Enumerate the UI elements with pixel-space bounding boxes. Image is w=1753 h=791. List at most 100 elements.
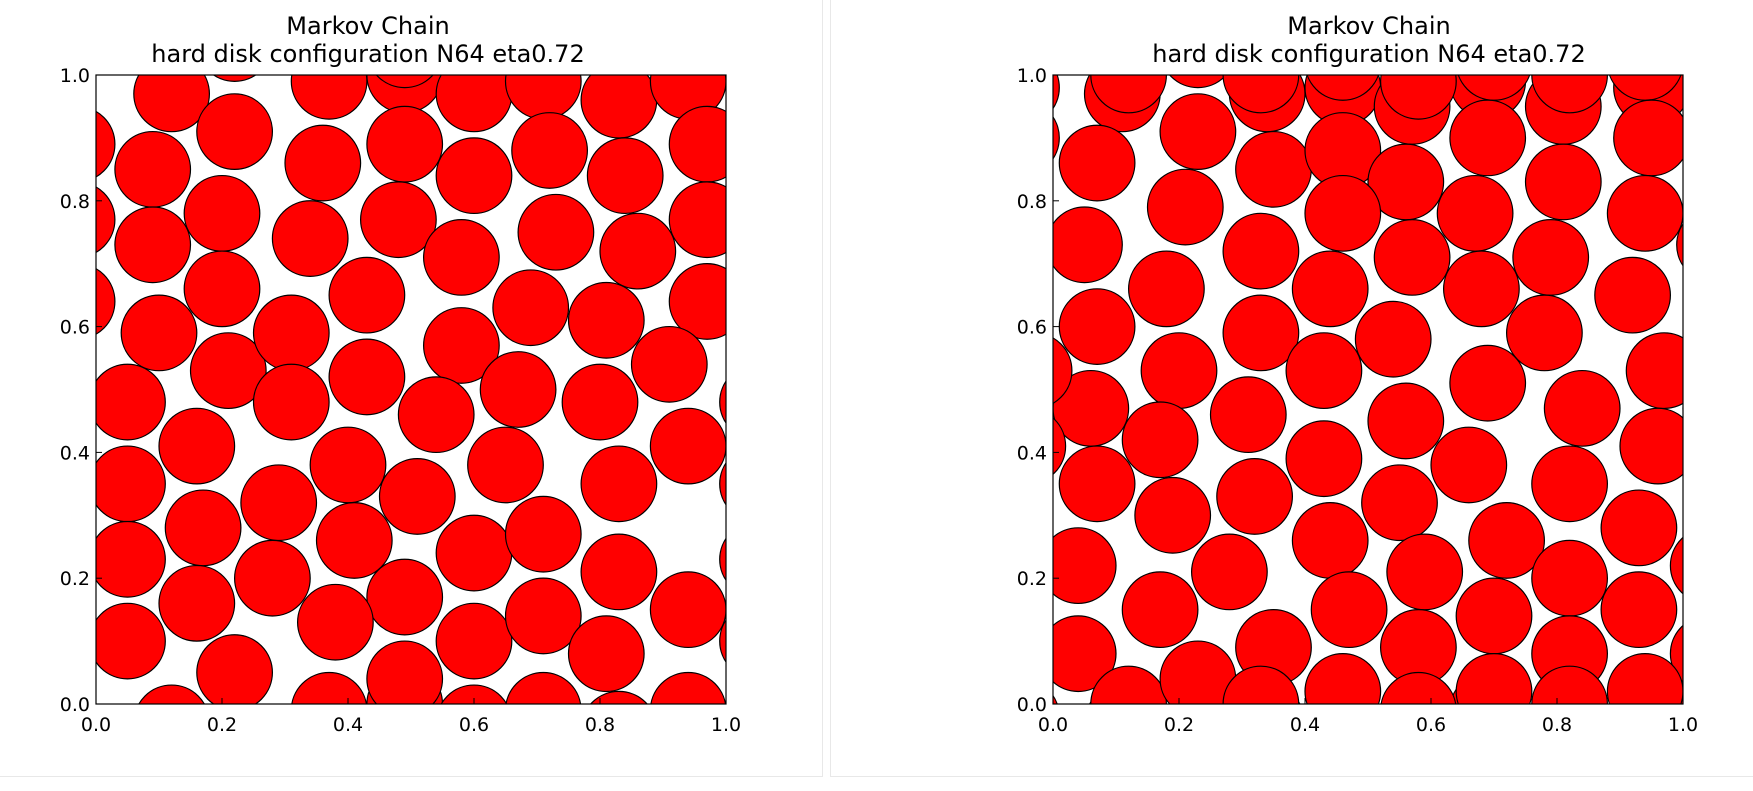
x-tick-label: 0.8 — [1542, 714, 1572, 736]
disk-point — [96, 363, 166, 441]
chart-left: Markov Chain hard disk configuration N64… — [60, 12, 741, 736]
disk-point — [1090, 665, 1167, 704]
disk-point — [1354, 300, 1432, 378]
disk-point — [719, 537, 726, 582]
disk-point — [467, 426, 544, 504]
disk-point — [630, 325, 708, 403]
disk-point — [96, 602, 166, 680]
disk-point — [1285, 332, 1363, 410]
disk-point — [1134, 476, 1212, 554]
chart-panel-left: Markov Chain hard disk configuration N64… — [0, 0, 823, 777]
disk-point — [1306, 75, 1380, 101]
disk-point — [252, 294, 330, 372]
disk-point — [1191, 533, 1268, 611]
plot-frame — [95, 74, 727, 705]
disk-point — [328, 338, 406, 416]
y-tick-label: 0.8 — [60, 191, 90, 213]
disk-point — [1058, 124, 1136, 202]
disk-point — [1222, 665, 1300, 704]
disk-point — [567, 615, 645, 693]
disk-point — [1600, 489, 1678, 567]
disk-point — [586, 137, 664, 215]
disk-point — [435, 514, 513, 592]
disk-point — [1594, 256, 1671, 334]
disk-point — [580, 533, 658, 611]
disk-point — [668, 181, 726, 259]
disk-point — [1053, 75, 1060, 110]
y-tick-label: 0.6 — [1017, 317, 1047, 339]
chart-subtitle: hard disk configuration N64 eta0.72 — [1152, 40, 1585, 68]
x-tick-label: 0.8 — [585, 714, 615, 736]
y-tick-label: 0.2 — [1017, 568, 1047, 590]
disk-point — [479, 351, 557, 428]
y-tick-label: 0.6 — [60, 317, 90, 339]
disk-point — [133, 75, 210, 133]
disk-point — [1121, 401, 1199, 479]
x-tick-label: 1.0 — [711, 714, 741, 736]
disk-point — [1386, 533, 1464, 611]
disk-point — [366, 105, 444, 183]
disk-point — [1449, 99, 1527, 177]
disk-point — [114, 130, 192, 208]
disk-point — [183, 174, 261, 252]
disk-point — [96, 520, 166, 598]
disk-point — [1606, 174, 1683, 252]
disk-point — [1430, 426, 1508, 504]
disk-point — [1608, 75, 1682, 101]
y-tick-label: 0.8 — [1017, 191, 1047, 213]
disk-point — [511, 112, 588, 189]
disk-point — [96, 186, 116, 254]
disk-point — [96, 268, 116, 335]
disk-point — [435, 602, 513, 680]
disk-point — [360, 181, 437, 259]
chart-subtitle: hard disk configuration N64 eta0.72 — [151, 40, 584, 68]
disk-point — [1222, 75, 1300, 114]
disk-point — [315, 502, 393, 579]
disk-point — [1531, 75, 1608, 114]
disk-point — [120, 294, 198, 372]
disk-point — [1053, 527, 1117, 605]
disk-point — [196, 634, 273, 704]
disk-point — [1606, 653, 1683, 704]
disk-point — [189, 332, 267, 410]
chart-panel-right: Markov Chain hard disk configuration N64… — [830, 0, 1753, 777]
disk-point — [668, 263, 726, 340]
x-tick-label: 0.0 — [81, 714, 111, 736]
disk-point — [252, 363, 330, 441]
disk-point — [1140, 332, 1218, 410]
disk-point — [1455, 577, 1533, 655]
disk-point — [1053, 694, 1058, 704]
x-tick-label: 0.6 — [1416, 714, 1446, 736]
disk-point — [1304, 174, 1382, 252]
disk-point — [1121, 571, 1199, 649]
y-tick-label: 0.4 — [60, 442, 90, 464]
disk-point — [1285, 420, 1363, 498]
x-tick-label: 1.0 — [1668, 714, 1698, 736]
disk-point — [505, 671, 582, 704]
disk-point — [1310, 571, 1388, 649]
disk-point — [96, 445, 166, 523]
disk-point — [589, 690, 648, 704]
disk-point — [719, 380, 726, 425]
disk-point — [1291, 250, 1369, 328]
disk-point — [375, 75, 434, 89]
disk-point — [284, 124, 362, 202]
disk-point — [378, 458, 456, 535]
disk-point — [158, 564, 236, 642]
disk-point — [96, 110, 116, 178]
disk-point — [164, 489, 242, 567]
disk-point — [1443, 250, 1520, 328]
disk-point — [1058, 288, 1136, 366]
chart-title: Markov Chain — [1287, 12, 1450, 40]
disk-point — [1625, 332, 1683, 410]
disk-point — [158, 407, 236, 485]
y-tick-label: 1.0 — [60, 65, 90, 87]
disk-point — [580, 75, 658, 139]
disk-point — [1209, 376, 1287, 454]
disk-point — [328, 256, 406, 334]
disk-point — [1676, 222, 1683, 267]
disk-point — [1682, 401, 1683, 416]
disk-point — [1449, 344, 1527, 422]
disk-point — [1380, 671, 1457, 704]
disk-point — [1613, 99, 1683, 177]
